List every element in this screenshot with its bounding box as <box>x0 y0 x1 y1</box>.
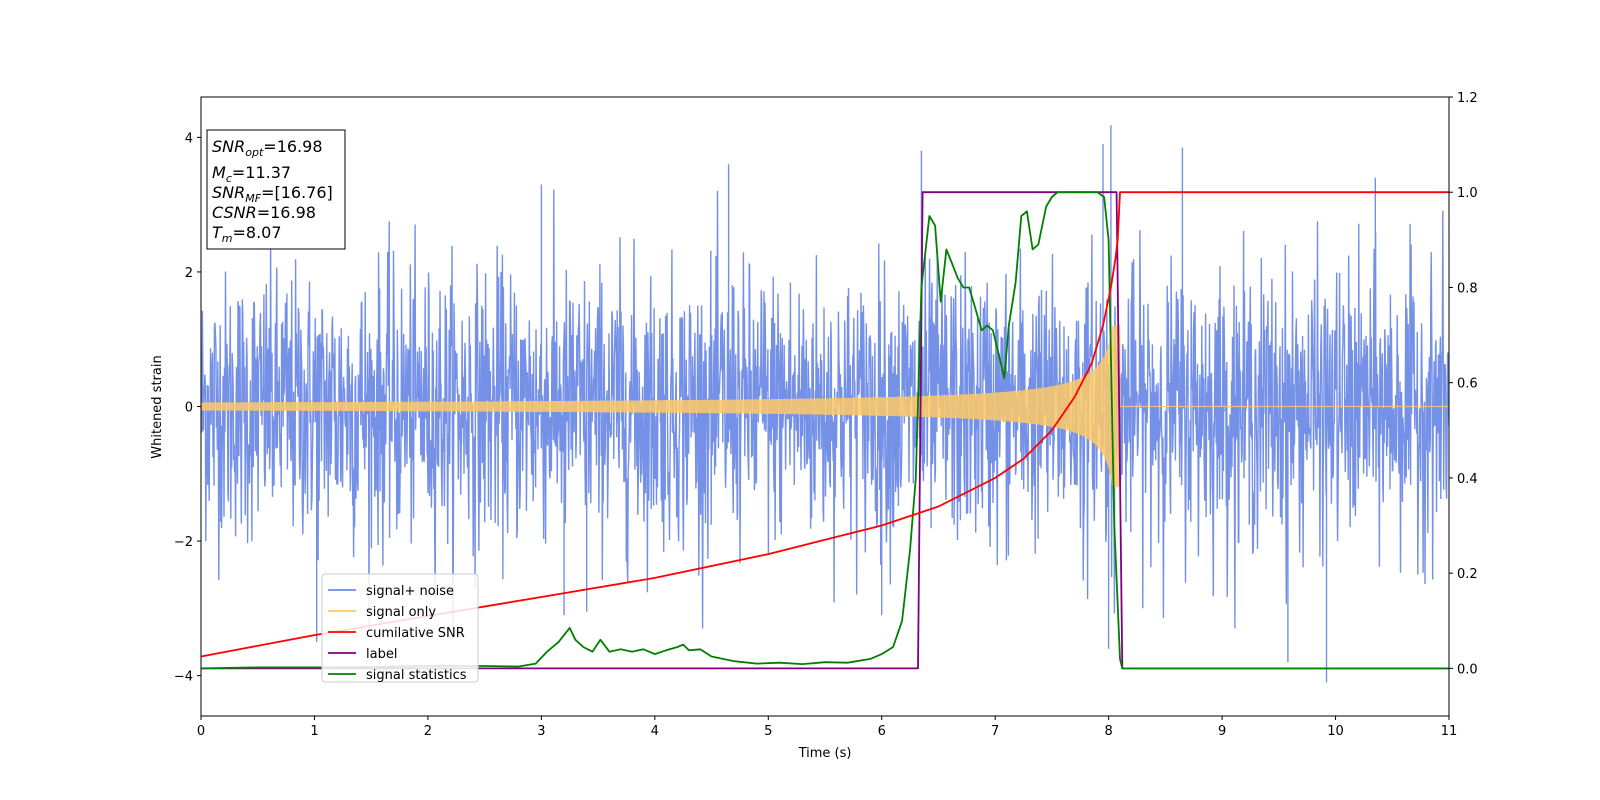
y-right-tick-label: 0.4 <box>1457 472 1478 487</box>
x-tick-label: 0 <box>197 724 205 739</box>
left-y-axis: −4 −2 0 2 4 <box>174 131 201 685</box>
legend-item: signal+ noise <box>328 584 454 599</box>
legend: signal+ noise signal only cumilative SNR la… <box>321 573 479 683</box>
x-tick-label: 11 <box>1441 724 1458 739</box>
legend-label: signal statistics <box>366 668 467 683</box>
y-axis-label: Whitened strain <box>150 355 165 458</box>
y-right-tick-label: 1.0 <box>1457 186 1478 201</box>
legend-item: signal statistics <box>328 668 467 683</box>
info-tm: Tm=8.07 <box>212 223 282 245</box>
info-snr-mf: SNRMF=[16.76] <box>212 183 333 205</box>
series-signal-statistics <box>201 191 1449 670</box>
info-snr-opt: SNRopt=16.98 <box>212 137 323 159</box>
x-tick-label: 4 <box>651 724 659 739</box>
y-left-tick-label: 2 <box>185 266 193 281</box>
right-y-axis: 0.0 0.2 0.4 0.6 0.8 1.0 1.2 <box>1449 91 1478 677</box>
legend-frame <box>321 573 479 683</box>
y-left-tick-label: −4 <box>174 670 193 685</box>
info-csnr: CSNR=16.98 <box>212 203 316 222</box>
legend-label: label <box>366 647 397 662</box>
y-right-tick-label: 0.6 <box>1457 377 1478 392</box>
x-tick-label: 3 <box>537 724 545 739</box>
x-tick-label: 2 <box>424 724 432 739</box>
info-mc: Mc=11.37 <box>212 163 291 185</box>
legend-label: cumilative SNR <box>366 626 465 641</box>
info-box-frame <box>206 129 346 250</box>
x-tick-label: 9 <box>1218 724 1226 739</box>
x-axis: 0 1 2 3 4 5 6 7 8 9 10 11 <box>197 716 1457 739</box>
x-tick-label: 5 <box>764 724 772 739</box>
x-tick-label: 6 <box>878 724 886 739</box>
y-left-tick-label: 4 <box>185 131 193 146</box>
legend-item: label <box>328 647 397 662</box>
y-left-tick-label: 0 <box>185 401 193 416</box>
plot-series-layer <box>201 125 1449 683</box>
y-left-tick-label: −2 <box>174 535 193 550</box>
y-right-tick-label: 0.0 <box>1457 662 1478 677</box>
info-box: SNRopt=16.98 Mc=11.37 SNRMF=[16.76] CSNR… <box>206 129 346 250</box>
series-signal-only <box>201 325 1449 488</box>
legend-entries: signal+ noise signal only cumilative SNR la… <box>328 584 467 683</box>
x-tick-label: 1 <box>310 724 318 739</box>
series-cumulative-snr <box>201 191 1449 658</box>
y-right-tick-label: 0.8 <box>1457 281 1478 296</box>
y-right-tick-label: 1.2 <box>1457 91 1478 106</box>
x-axis-label: Time (s) <box>798 746 852 761</box>
legend-item: signal only <box>328 605 436 620</box>
x-tick-label: 10 <box>1327 724 1344 739</box>
legend-item: cumilative SNR <box>328 626 465 641</box>
x-tick-label: 7 <box>991 724 999 739</box>
y-right-tick-label: 0.2 <box>1457 567 1478 582</box>
x-tick-label: 8 <box>1104 724 1112 739</box>
legend-label: signal only <box>366 605 436 620</box>
legend-label: signal+ noise <box>366 584 454 599</box>
